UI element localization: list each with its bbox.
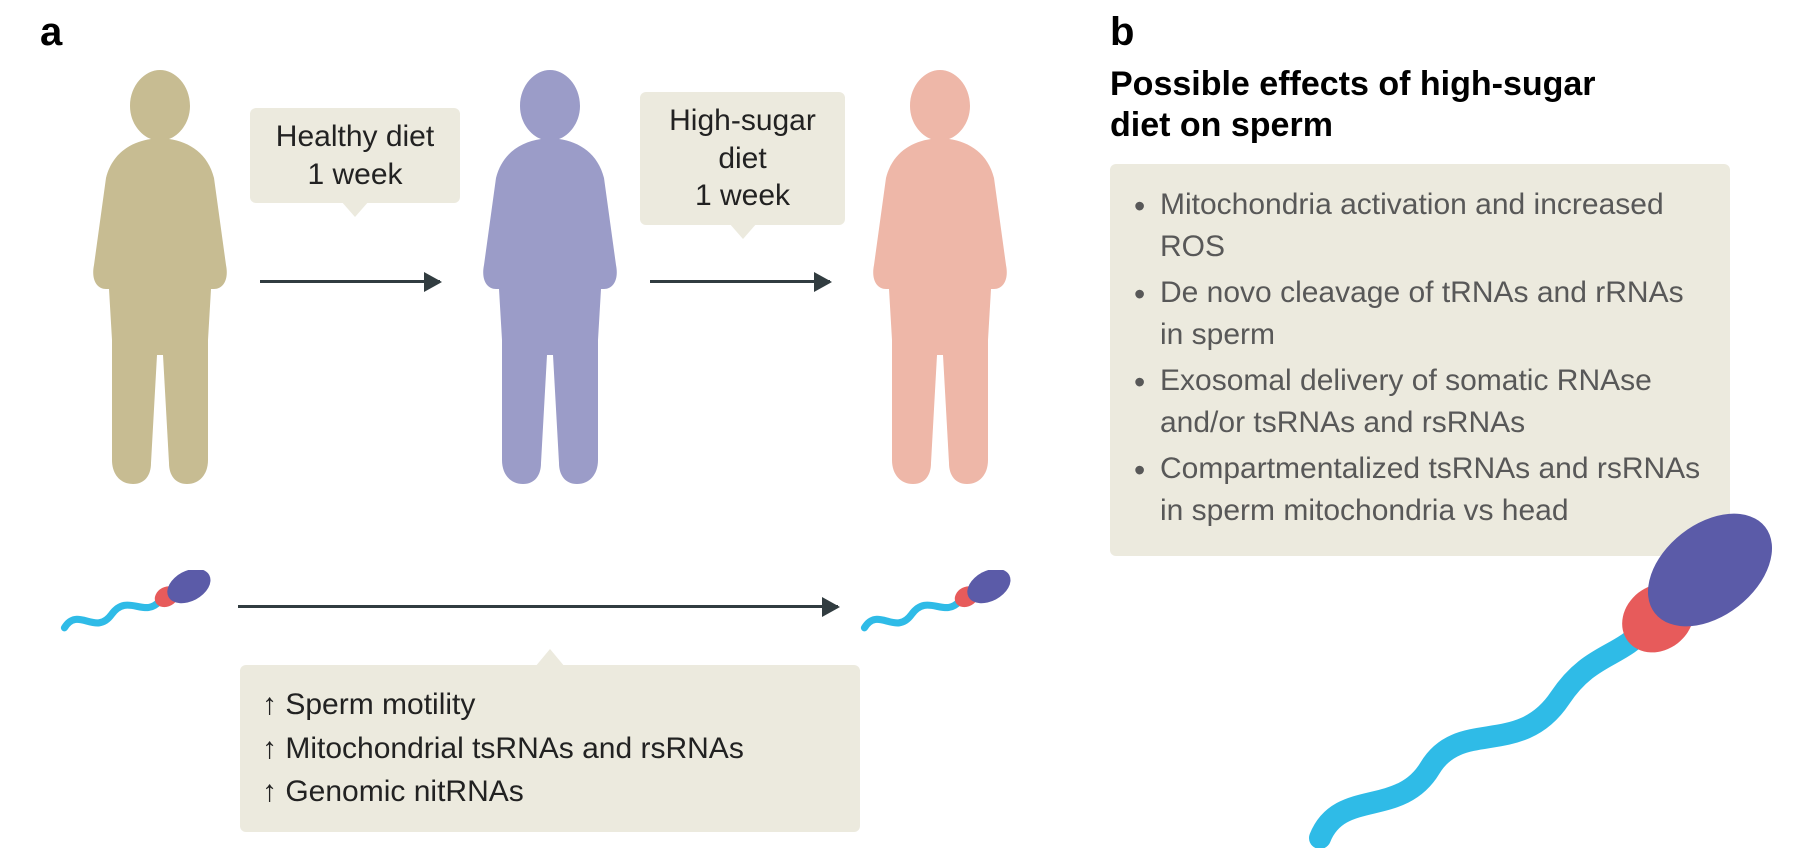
title-line: Possible effects of high-sugar <box>1110 65 1596 103</box>
human-figure-2 <box>460 70 640 520</box>
sperm-icon-left <box>60 570 220 641</box>
human-figure-1 <box>70 70 250 520</box>
changes-box: ↑ Sperm motility ↑ Mitochondrial tsRNAs … <box>240 665 860 832</box>
sperm-icon-large <box>1280 508 1780 848</box>
panel-b: b Possible effects of high-sugar diet on… <box>1110 10 1770 848</box>
human-row: Healthy diet 1 week High-sugar diet 1 we… <box>60 70 1040 530</box>
title-line: diet on sperm <box>1110 106 1333 144</box>
sperm-icon-right <box>860 570 1020 641</box>
callout-line: diet <box>718 142 766 175</box>
figure-container: a Healthy diet 1 week High-sugar diet 1 … <box>40 10 1760 848</box>
panel-a-label: a <box>40 10 62 55</box>
arrow-1 <box>260 280 440 283</box>
callout-high-sugar-diet: High-sugar diet 1 week <box>640 92 845 225</box>
sperm-arrow <box>238 605 838 608</box>
bullet-item: Mitochondria activation and increased RO… <box>1134 184 1706 268</box>
panel-a: a Healthy diet 1 week High-sugar diet 1 … <box>40 10 1050 848</box>
callout-line: Healthy diet <box>276 120 434 153</box>
arrow-2 <box>650 280 830 283</box>
change-line: ↑ Genomic nitRNAs <box>262 770 838 814</box>
change-line: ↑ Mitochondrial tsRNAs and rsRNAs <box>262 727 838 771</box>
callout-line: High-sugar <box>669 104 816 137</box>
change-line: ↑ Sperm motility <box>262 683 838 727</box>
callout-healthy-diet: Healthy diet 1 week <box>250 108 460 203</box>
panel-b-title: Possible effects of high-sugar diet on s… <box>1110 64 1770 146</box>
panel-b-label: b <box>1110 10 1134 55</box>
callout-line: 1 week <box>695 179 790 212</box>
callout-line: 1 week <box>307 158 402 191</box>
human-figure-3 <box>850 70 1030 520</box>
bullet-item: De novo cleavage of tRNAs and rRNAs in s… <box>1134 272 1706 356</box>
sperm-row: ↑ Sperm motility ↑ Mitochondrial tsRNAs … <box>60 570 1040 830</box>
bullet-box: Mitochondria activation and increased RO… <box>1110 164 1730 556</box>
bullet-item: Exosomal delivery of somatic RNAse and/o… <box>1134 360 1706 444</box>
